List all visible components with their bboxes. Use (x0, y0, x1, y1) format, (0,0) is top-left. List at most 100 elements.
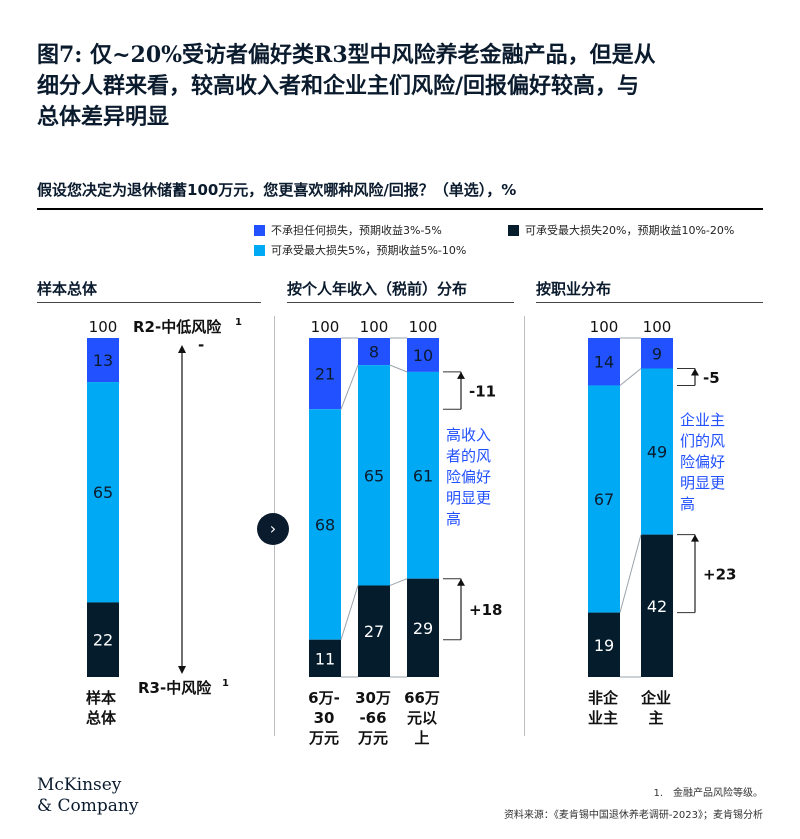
bar-segment-overall-0 (87, 338, 119, 383)
category-label-line: 30 (313, 709, 335, 727)
occupation-note-line: 险偏好 (680, 453, 725, 471)
income-diff-top-arrow-head (457, 371, 465, 379)
bar-value-label: 19 (594, 636, 614, 655)
bar-value-label: 10 (413, 346, 433, 365)
bar-value-label: 11 (315, 649, 335, 668)
footnote: 1. 金融产品风险等级。 (653, 788, 763, 799)
legend-item-no-loss: 不承担任何损失，预期收益3%-5% (254, 222, 442, 238)
category-label-overall: 样本 总体 (71, 688, 131, 728)
category-label-owner: 企业 主 (626, 688, 686, 728)
section-title-income: 按个人年收入（税前）分布 (287, 280, 468, 298)
bar-value-label: 49 (647, 443, 667, 462)
legend-label-loss-5: 可承受最大损失5%，预期收益5%-10% (271, 244, 467, 257)
legend-label-loss-20: 可承受最大损失20%，预期收益10%-20% (525, 224, 735, 237)
occupation-note-line: 们的风 (680, 432, 725, 450)
occupation-note-line: 明显更 (680, 474, 725, 492)
occupation-diff-top-label: -5 (703, 369, 720, 387)
bar-segment-non-owner-1 (588, 385, 620, 613)
category-label-non-owner: 非企 业主 (573, 688, 633, 728)
bar-value-label: 65 (93, 483, 113, 502)
legend-swatch-loss-5 (254, 244, 265, 256)
bar-total-label: 100 (590, 318, 619, 336)
bar-total-label: 100 (360, 318, 389, 336)
category-label-line: 企业 (640, 689, 671, 707)
category-label-line: 30万 (355, 689, 391, 707)
bar-segment-income-high-2 (407, 578, 439, 677)
segment-connector-line (340, 364, 359, 410)
category-label-line: 业主 (587, 709, 618, 727)
segment-connector-line (619, 368, 642, 386)
bar-segment-income-mid-0 (358, 338, 390, 366)
title-line-2: 细分人群来看，较高收入者和企业主们风险/回报偏好较高，与 (37, 73, 640, 99)
legend-item-loss-5: 可承受最大损失5%，预期收益5%-10% (254, 242, 466, 258)
title-line-1: 图7: 仅~20%受访者偏好类R3型中风险养老金融产品，但是从 (37, 42, 656, 68)
occupation-diff-bottom-arrow-head (691, 534, 699, 542)
section-rule-occupation (536, 302, 763, 303)
bar-segment-overall-1 (87, 382, 119, 603)
bar-value-label: 8 (369, 343, 379, 362)
income-diff-top-label: -11 (469, 383, 496, 401)
income-note-line: 明显更 (446, 489, 491, 507)
chevron-right-icon: › (257, 513, 289, 545)
category-label-line: 非企 (587, 689, 618, 707)
logo-line-1: McKinsey (37, 775, 122, 795)
income-diff-bottom-arrow-head (457, 578, 465, 586)
bar-segment-income-low-2 (309, 639, 341, 677)
bar-segment-owner-2 (641, 534, 673, 677)
bar-value-label: 21 (315, 365, 335, 384)
bar-value-label: 13 (93, 351, 113, 370)
risk-range-arrow-head-up (178, 345, 186, 353)
title-line-3: 总体差异明显 (37, 104, 170, 130)
page-title: 图7: 仅~20%受访者偏好类R3型中风险养老金融产品，但是从 细分人群来看，较… (37, 40, 767, 133)
legend-label-no-loss: 不承担任何损失，预期收益3%-5% (271, 224, 442, 237)
category-label-income-low: 6万- 30 万元 (294, 688, 354, 748)
category-label-line: -66 (359, 709, 387, 727)
segment-connector-line (619, 534, 642, 613)
segment-connector-line (340, 585, 359, 640)
segment-connector-line (389, 364, 408, 373)
mckinsey-logo: McKinsey & Company (37, 775, 138, 817)
category-label-line: 万元 (357, 729, 388, 747)
category-label-line: 上 (414, 729, 430, 747)
bar-total-label: 100 (89, 318, 118, 336)
category-label-line: 总体 (85, 709, 116, 727)
source-note: 资料来源：《麦肯锡中国退休养老调研-2023》；麦肯锡分析 (503, 810, 763, 821)
category-label-line: 万元 (308, 729, 339, 747)
bar-segment-income-low-1 (309, 409, 341, 640)
survey-question: 假设您决定为退休储蓄100万元，您更喜欢哪种风险/回报？（单选），% (37, 181, 517, 199)
bar-segment-income-mid-2 (358, 585, 390, 677)
category-label-line: 主 (648, 709, 664, 727)
r3-superscript: 1 (222, 678, 229, 689)
bar-value-label: 14 (594, 353, 614, 372)
occupation-note-line: 企业主 (680, 411, 725, 429)
bar-value-label: 27 (364, 622, 384, 641)
bar-total-label: 100 (409, 318, 438, 336)
segment-connector-line (389, 578, 408, 586)
legend-swatch-loss-20 (508, 224, 519, 236)
bar-total-label: 100 (311, 318, 340, 336)
bar-value-label: 67 (594, 490, 614, 509)
category-label-line: 66万 (404, 689, 440, 707)
bar-value-label: 29 (413, 619, 433, 638)
income-note-line: 险偏好 (446, 468, 491, 486)
income-diff-bottom-label: +18 (469, 601, 502, 619)
bar-value-label: 68 (315, 515, 335, 534)
bar-segment-owner-1 (641, 368, 673, 535)
income-note-line: 高 (446, 510, 461, 528)
logo-line-2: & Company (37, 796, 139, 816)
bar-segment-non-owner-0 (588, 338, 620, 386)
section-title-overall: 样本总体 (37, 280, 98, 298)
r2-dash: - (198, 336, 204, 354)
category-label-line: 样本 (85, 689, 116, 707)
occupation-note-line: 高 (680, 495, 695, 513)
question-rule (37, 208, 763, 210)
bar-segment-owner-0 (641, 338, 673, 369)
category-label-line: 6万- (308, 689, 340, 707)
category-label-income-high: 66万 元以 上 (392, 688, 452, 748)
bar-segment-non-owner-2 (588, 612, 620, 677)
income-note-line: 高收入 (446, 426, 491, 444)
r2-label: R2-中低风险 (133, 318, 222, 336)
risk-range-arrow-head-down (178, 666, 186, 674)
section-rule-overall (37, 302, 261, 303)
